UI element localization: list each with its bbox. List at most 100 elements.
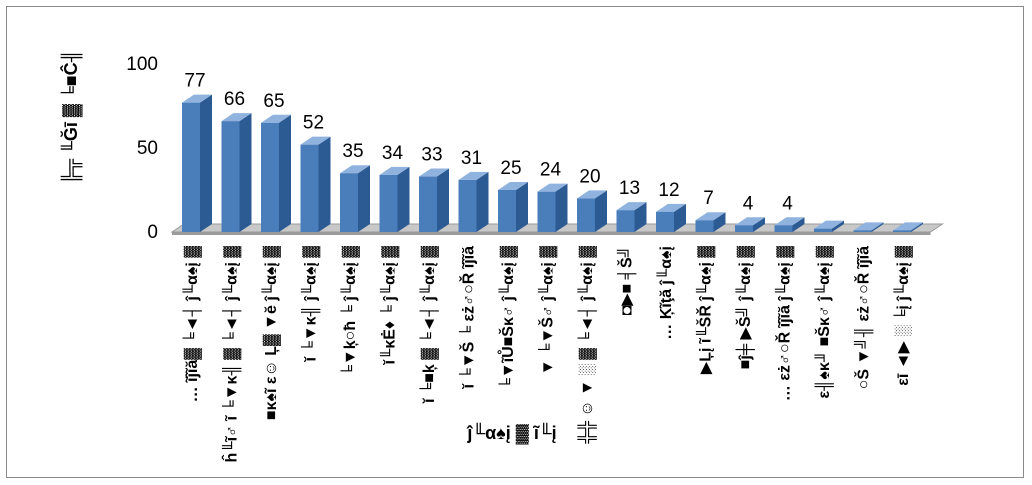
bar-side (792, 217, 805, 232)
bar-front (379, 174, 398, 232)
data-label: 4 (743, 193, 754, 214)
bar (853, 222, 884, 232)
bar-top (853, 222, 884, 231)
axis-title-group: ╠╦ ╙Ğī ▓ ╘■Ĉ╢ ĵ╙α♠į ▓ ĩ╙į (60, 50, 557, 445)
category-label: ○Š ▼╝╢ εż♂○Ř ĩĵĩă (854, 246, 874, 389)
bar-front (616, 210, 635, 232)
category-label: … ĩĵĩă▓ ╘◄┤ ĵ╙α♠į ▓ (182, 246, 202, 403)
bar-top (735, 217, 765, 226)
bar-top (656, 203, 686, 212)
bar (379, 166, 410, 232)
y-tick-label: 100 (126, 54, 158, 75)
category-label: ▶Ļį ĩ╙ŠŘ ĵ╙α♠į ▓ (696, 246, 716, 374)
bar-side (358, 165, 370, 232)
bar-top (340, 165, 370, 174)
bar-front (182, 102, 200, 232)
bar (221, 113, 252, 232)
category-label: ε╢♠κ╜ ■Šκ♂ ĵ╙α♠į ▓ (814, 246, 834, 399)
bar-top (379, 166, 410, 175)
bar (300, 136, 331, 232)
bar-front (774, 225, 793, 232)
category-label: ╘▼ĩŮ■Šκ♂ ĵ╙α♠į ▓ (497, 246, 518, 390)
bar (656, 203, 686, 232)
data-label: 4 (782, 193, 793, 214)
category-label: ■ĵ╪ ▶Š╝ ĵ╙α♠į ▓ (735, 246, 755, 370)
bar-front (577, 198, 595, 232)
bar-front (340, 173, 358, 232)
bar-side (634, 202, 647, 232)
bar (814, 220, 844, 232)
data-label: 65 (263, 91, 284, 112)
bar-front (695, 220, 714, 232)
category-label: ■κ♠ĩ ε☺ Ļ▓ ▼ĕ ĵ╙α♠į ▓ (261, 246, 281, 420)
category-label: ╘▼ķ○ħ ╘ ĵ╙α♠į ▓ (340, 246, 360, 377)
bar-top (498, 182, 528, 190)
category-labels: … ĩĵĩă▓ ╘◄┤ ĵ╙α♠į ▓ ĥ╙ĩ♂ ĩ ╘▼κ╢ ▓ ╘◄┤ ĵ╙α… (182, 246, 913, 463)
bar-side (318, 136, 331, 232)
category-label: ▼ ╘▼Š♂ ĵ╙α♠į ▓ (538, 246, 558, 376)
data-label: 13 (619, 178, 640, 199)
bar-chart: ╠╦ ╙Ğī ▓ ╘■Ĉ╢ ĵ╙α♠į ▓ ĩ╙į 0 50 100 77 66 65 52… (60, 50, 945, 463)
data-label: 25 (500, 158, 521, 179)
bar (182, 94, 212, 232)
data-label: 20 (579, 166, 600, 187)
bar-front (300, 144, 319, 232)
bar-side (595, 190, 607, 232)
bar-side (239, 113, 252, 232)
data-label: 34 (382, 143, 404, 164)
bar-top (419, 168, 449, 177)
bar-top (221, 113, 252, 122)
data-label: 35 (342, 141, 363, 162)
bar (893, 222, 923, 232)
bar-front (814, 228, 832, 232)
category-label: … εż♂○Ř ĩĵĩă ĵ╙α♠į ▓ (775, 246, 795, 401)
data-labels: 77 66 65 52 35 34 33 31 25 24 20 13 12 7 4 4 (184, 71, 793, 215)
bar-side (279, 114, 291, 232)
bar-side (476, 171, 489, 232)
bar-front (419, 176, 437, 232)
data-label: 12 (658, 180, 679, 201)
bar-side (516, 182, 528, 232)
bar (498, 182, 528, 232)
y-tick-label: 50 (137, 138, 158, 159)
bar-front (261, 122, 279, 232)
bar-side (437, 168, 449, 232)
bar-top (300, 136, 331, 145)
bars (182, 94, 923, 232)
category-label: ◘▶■ ╡Š╝ (617, 246, 637, 315)
y-axis-title: ╠╦ ╙Ğī ▓ ╘■Ĉ╢ (60, 50, 83, 185)
category-label: ╬╬ ☺ ▼ ░ ▓ ╘◄┤ ĵ╙α♠į ▓ (577, 246, 597, 444)
data-label: 52 (303, 113, 324, 134)
bar (577, 190, 607, 232)
category-label: … Ķĩţă ĵ╙α♠į (656, 246, 675, 340)
bar-front (853, 230, 872, 232)
y-axis-ticks: 0 50 100 (126, 54, 158, 243)
bar-top (261, 114, 291, 123)
bar-side (871, 222, 884, 232)
bar-side (200, 94, 212, 232)
data-label: 7 (703, 188, 714, 209)
y-tick-label: 0 (147, 222, 158, 243)
bar-top (695, 212, 726, 221)
bar-side (753, 217, 765, 232)
chart-frame: ╠╦ ╙Ğī ▓ ╘■Ĉ╢ ĵ╙α♠į ▓ ĩ╙į 0 50 100 77 66 65 52… (6, 6, 1024, 478)
bar-front (735, 225, 753, 232)
bar-top (182, 94, 212, 103)
bar (774, 217, 805, 232)
bar-side (555, 183, 568, 232)
bar-front (537, 191, 556, 232)
category-label: εī ◄▶ ░ ╘į ĵ╙α♠į ▓ (893, 246, 913, 386)
bar-top (537, 183, 568, 192)
bar (735, 217, 765, 232)
bar-side (911, 222, 923, 232)
bar-front (893, 230, 911, 232)
bar (419, 168, 449, 232)
bar-side (674, 203, 686, 232)
bar-top (616, 202, 647, 211)
category-label: ĭ ╘▼κ╢ ĵ╙α♠į ▓ (301, 246, 321, 363)
x-axis-title: ĵ╙α♠į ▓ ĩ╙į (466, 422, 556, 445)
bar-top (814, 220, 844, 229)
bar (261, 114, 291, 232)
bar (695, 212, 726, 232)
bar-side (832, 220, 844, 232)
